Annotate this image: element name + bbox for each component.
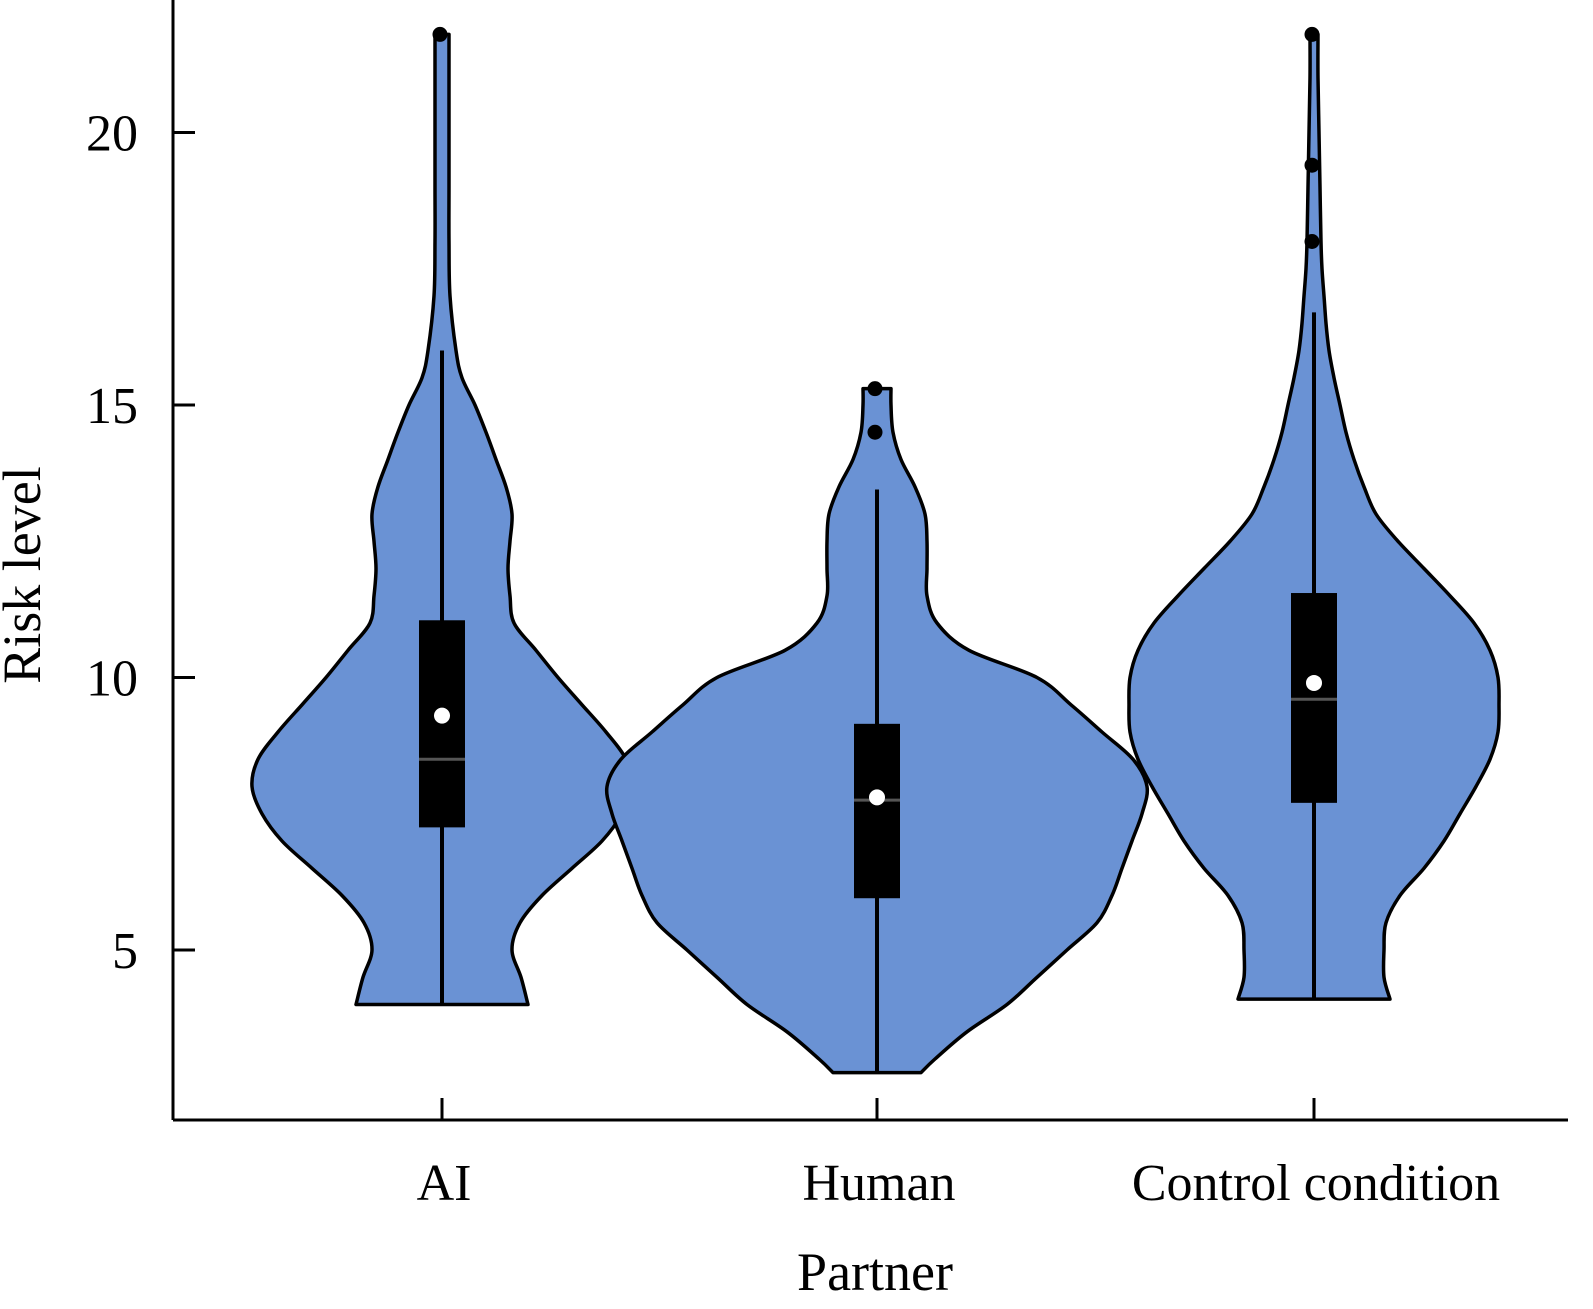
x-tick-label-ai: AI bbox=[417, 1155, 472, 1212]
mean-marker-human bbox=[869, 789, 885, 806]
y-tick-label-15: 15 bbox=[86, 378, 138, 435]
x-axis-label: Partner bbox=[797, 1242, 953, 1302]
violins-layer bbox=[250, 26, 1501, 1075]
iqr-box-ai bbox=[419, 620, 465, 828]
y-tick-label-5: 5 bbox=[112, 923, 138, 980]
y-tick-label-20: 20 bbox=[86, 106, 138, 163]
x-tick-label-human: Human bbox=[802, 1155, 955, 1212]
axes-layer: AI Human Control condition 5 10 15 20 bbox=[86, 0, 1568, 1212]
y-tick-label-10: 10 bbox=[86, 651, 138, 708]
outlier-point-control-condition-2 bbox=[1304, 234, 1320, 249]
violin-group-control-condition bbox=[1127, 26, 1501, 1001]
outlier-point-control-condition-0 bbox=[1304, 26, 1320, 42]
outlier-point-human-0 bbox=[867, 381, 883, 397]
x-tick-label-control-condition: Control condition bbox=[1132, 1155, 1500, 1212]
y-axis-label: Risk level bbox=[0, 466, 52, 683]
violin-group-ai bbox=[250, 26, 634, 1007]
outlier-point-human-1 bbox=[867, 424, 883, 440]
iqr-box-human bbox=[854, 723, 900, 899]
mean-marker-control-condition bbox=[1306, 674, 1322, 691]
violin-group-human bbox=[604, 381, 1150, 1075]
outlier-point-ai-0 bbox=[432, 26, 448, 42]
outlier-point-control-condition-1 bbox=[1304, 157, 1320, 173]
mean-marker-ai bbox=[434, 707, 450, 724]
